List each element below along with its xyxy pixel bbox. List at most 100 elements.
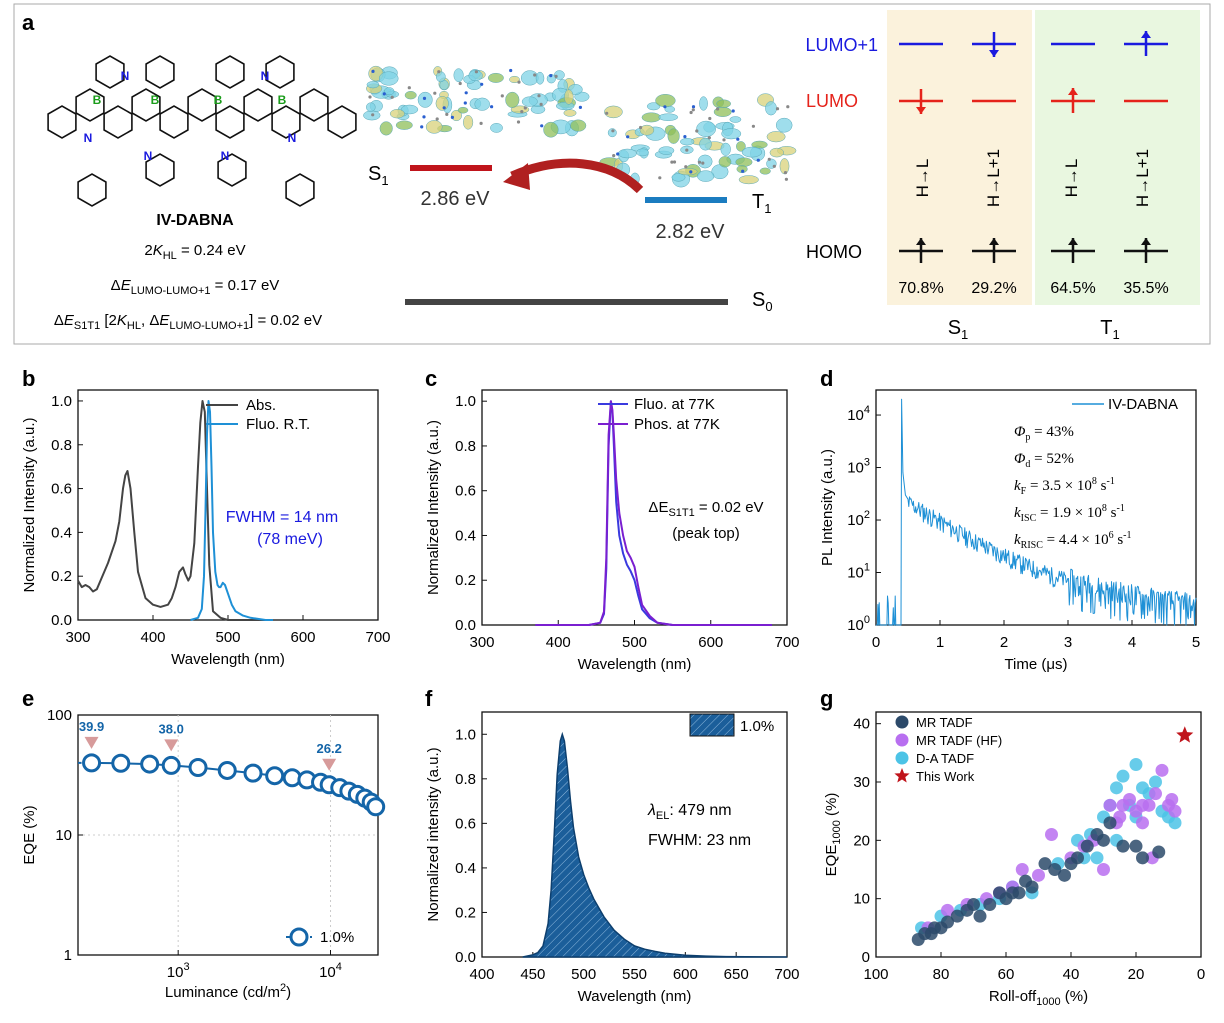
scatter-point [1129, 758, 1143, 771]
atom-dot [500, 94, 504, 98]
benzene-ring [77, 173, 107, 207]
atom-label: B [278, 93, 287, 107]
density-lobe [736, 141, 746, 152]
de-lumo-value: ΔELUMO-LUMO+1 = 0.17 eV [111, 277, 280, 297]
benzene-ring [299, 88, 329, 122]
atom-label: B [93, 93, 102, 107]
atom-dot [695, 129, 699, 133]
atom-label: N [288, 131, 297, 145]
y-tick-label: 10 [55, 827, 72, 844]
eqe-marker [265, 766, 285, 786]
legend-label: MR TADF (HF) [916, 733, 1002, 748]
spin-arrowhead [989, 50, 999, 57]
scatter-point [941, 915, 954, 929]
atom-dot [435, 117, 439, 121]
y-tick-label: 0.4 [455, 527, 476, 544]
s1-config-bg [887, 10, 1032, 305]
y-tick-label: 0 [862, 949, 870, 966]
fwhm-annotation-mev: (78 meV) [257, 531, 323, 548]
y-axis-label: Normalized Intensity (a.u.) [425, 420, 442, 595]
legend-el-label: 1.0% [740, 718, 774, 735]
atom-dot [767, 157, 771, 161]
atom-label: B [151, 93, 160, 107]
y-tick-label: 0.0 [455, 949, 476, 966]
atom-dot [433, 91, 437, 95]
y-axis-label: EQE1000 (%) [823, 793, 843, 877]
eqe-callout-triangle [84, 736, 99, 749]
atom-dot [371, 113, 375, 117]
y-tick-label: 0.8 [455, 771, 476, 788]
atom-dot [537, 94, 541, 98]
scatter-point [1058, 868, 1071, 882]
density-lobe [736, 165, 748, 174]
scatter-point [1097, 863, 1110, 876]
atom-dot [420, 125, 424, 129]
atom-dot [474, 70, 478, 74]
atom-label: B [214, 93, 223, 107]
x-tick-label: 2 [1000, 634, 1008, 651]
atom-dot [708, 116, 712, 121]
density-lobe [618, 148, 637, 159]
atom-label: N [221, 149, 230, 163]
density-lobe [457, 106, 469, 114]
density-lobe [435, 96, 449, 111]
benzene-ring [75, 88, 105, 122]
x-tick-label: 20 [1128, 966, 1145, 983]
y-tick-label: 100 [47, 707, 72, 724]
spin-arrowhead [1068, 238, 1078, 245]
spin-arrowhead [1141, 31, 1151, 38]
x-tick-label: 100 [863, 966, 888, 983]
atom-dot [751, 124, 756, 128]
pct-4: 35.5% [1123, 280, 1168, 297]
scatter-point [1071, 851, 1084, 865]
atom-dot [611, 129, 615, 133]
spin-arrowhead [916, 238, 926, 245]
x-tick-label: 1 [936, 634, 944, 651]
kinetic-parameter: Φd = 52% [1014, 451, 1074, 470]
scatter-point [1103, 798, 1117, 812]
scatter-point [1045, 828, 1058, 841]
density-lobe [463, 115, 474, 130]
legend-marker [895, 751, 909, 765]
x-tick-label: 450 [520, 966, 545, 983]
atom-dot [390, 95, 394, 99]
scatter-point [950, 909, 964, 923]
atom-dot [480, 82, 484, 86]
density-lobe [505, 91, 520, 108]
x-tick-label: 0 [872, 634, 880, 651]
y-tick-label: 0.8 [455, 438, 476, 455]
scatter-point [1110, 781, 1123, 795]
density-lobe [779, 158, 790, 175]
density-lobe [658, 113, 679, 121]
density-lobe [697, 170, 715, 182]
density-lobe [658, 146, 675, 155]
density-lobe [384, 87, 395, 96]
atom-dot [775, 107, 780, 111]
scatter-point [967, 898, 980, 911]
atom-dot [523, 106, 527, 110]
density-lobe [453, 68, 464, 83]
transition-4: H→L+1 [1133, 149, 1152, 207]
x-tick-label: 650 [724, 966, 749, 983]
s1-energy: 2.86 eV [421, 188, 491, 210]
pct-2: 29.2% [971, 280, 1016, 297]
plot-frame [875, 711, 1202, 958]
benzene-ring [285, 173, 315, 207]
y-axis-label: PL Intensity (a.u.) [819, 449, 836, 566]
density-lobe [379, 121, 393, 136]
density-lobe [570, 119, 587, 132]
phos-77k-line [535, 400, 772, 626]
density-lobe [718, 156, 732, 168]
kinetic-parameter: kRISC = 4.4 × 106 s-1 [1014, 530, 1132, 551]
legend-fluo77-label: Fluo. at 77K [634, 396, 715, 413]
y-tick-label: 0.2 [455, 904, 476, 921]
x-tick-label: 103 [167, 961, 190, 981]
density-lobe [716, 99, 731, 108]
panel-g-letter: g [820, 686, 833, 711]
peak-top-annotation: (peak top) [672, 525, 740, 542]
y-tick-label: 101 [847, 562, 870, 582]
density-lobe [765, 101, 777, 116]
density-lobe [667, 128, 680, 144]
benzene-ring [47, 105, 77, 139]
atom-dot [716, 107, 720, 111]
